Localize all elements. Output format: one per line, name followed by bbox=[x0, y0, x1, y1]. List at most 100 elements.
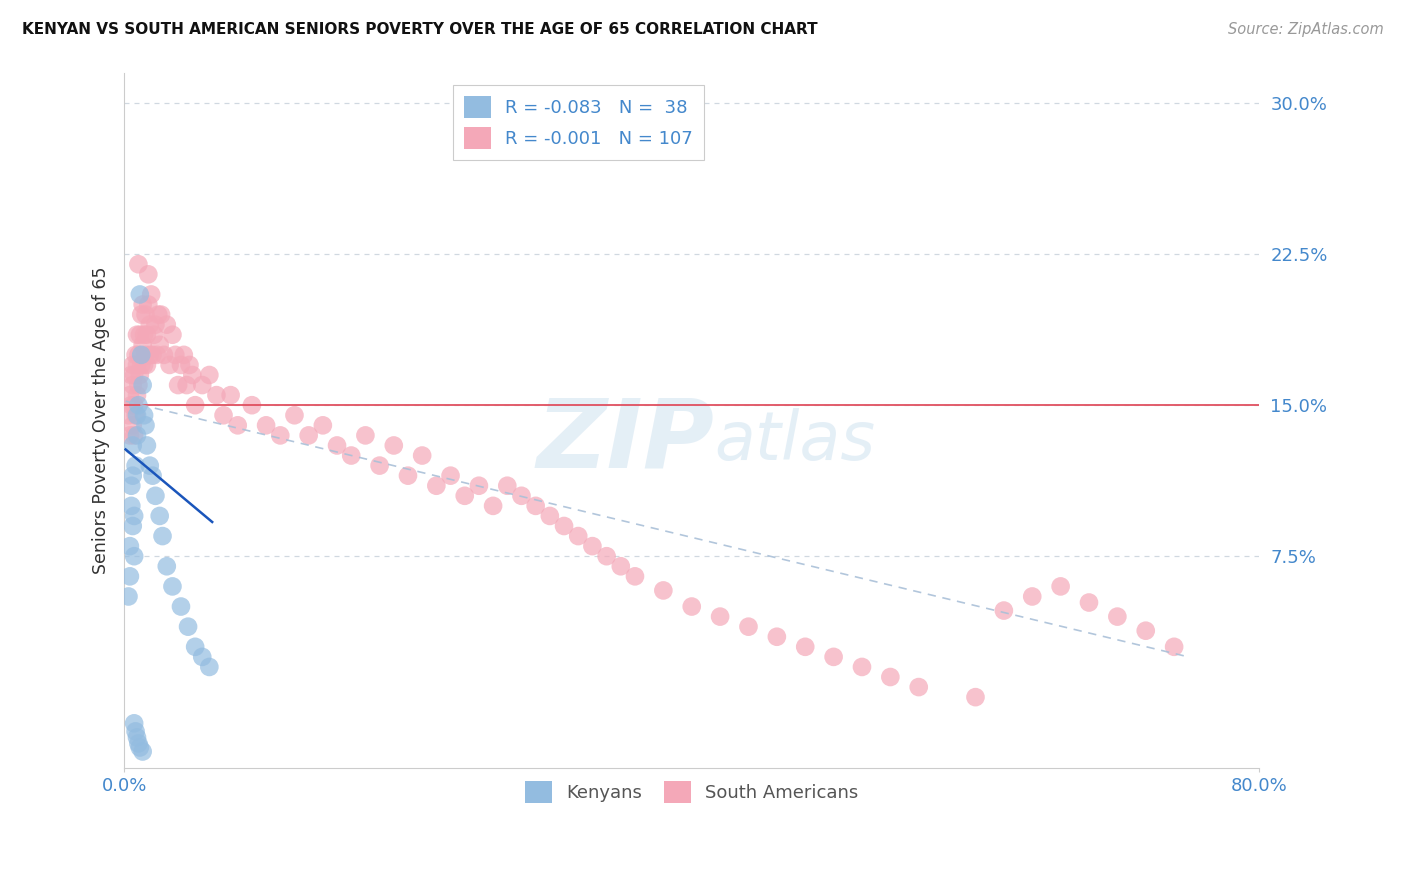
Point bbox=[131, 378, 153, 392]
Point bbox=[1049, 579, 1071, 593]
Point bbox=[240, 398, 263, 412]
Point bbox=[965, 690, 987, 705]
Point bbox=[425, 479, 447, 493]
Point bbox=[219, 388, 242, 402]
Point bbox=[149, 508, 172, 523]
Point bbox=[269, 428, 291, 442]
Point bbox=[121, 438, 143, 452]
Point bbox=[128, 287, 150, 301]
Point bbox=[127, 398, 149, 412]
Point bbox=[766, 630, 789, 644]
Point bbox=[184, 640, 207, 654]
Point bbox=[524, 499, 547, 513]
Point bbox=[128, 740, 150, 755]
Text: ZIP: ZIP bbox=[537, 394, 714, 488]
Point bbox=[139, 458, 162, 473]
Point bbox=[624, 569, 647, 583]
Point bbox=[124, 724, 146, 739]
Point bbox=[851, 660, 873, 674]
Point bbox=[138, 297, 160, 311]
Point bbox=[382, 438, 405, 452]
Point bbox=[198, 368, 221, 382]
Point bbox=[135, 327, 157, 342]
Point bbox=[581, 539, 603, 553]
Point bbox=[134, 308, 156, 322]
Point bbox=[681, 599, 703, 614]
Point bbox=[118, 388, 141, 402]
Point bbox=[125, 409, 148, 423]
Point bbox=[149, 338, 172, 352]
Point bbox=[129, 308, 152, 322]
Point bbox=[152, 529, 174, 543]
Point bbox=[179, 358, 201, 372]
Point bbox=[125, 327, 148, 342]
Text: Source: ZipAtlas.com: Source: ZipAtlas.com bbox=[1227, 22, 1384, 37]
Point bbox=[454, 489, 477, 503]
Point bbox=[482, 499, 505, 513]
Point bbox=[737, 620, 759, 634]
Point bbox=[254, 418, 277, 433]
Point bbox=[173, 348, 195, 362]
Point bbox=[127, 257, 149, 271]
Point bbox=[595, 549, 617, 564]
Point bbox=[823, 649, 845, 664]
Point bbox=[396, 468, 419, 483]
Point bbox=[411, 449, 433, 463]
Point bbox=[142, 348, 165, 362]
Point bbox=[132, 327, 155, 342]
Point bbox=[129, 348, 152, 362]
Point bbox=[510, 489, 533, 503]
Point bbox=[134, 418, 156, 433]
Point bbox=[125, 428, 148, 442]
Point bbox=[132, 358, 155, 372]
Point bbox=[120, 479, 142, 493]
Point bbox=[177, 620, 200, 634]
Point bbox=[156, 318, 179, 332]
Point bbox=[124, 458, 146, 473]
Point bbox=[198, 660, 221, 674]
Point bbox=[145, 489, 167, 503]
Point bbox=[128, 327, 150, 342]
Point bbox=[312, 418, 335, 433]
Point bbox=[139, 318, 162, 332]
Point bbox=[135, 438, 157, 452]
Point bbox=[134, 348, 156, 362]
Point bbox=[135, 358, 157, 372]
Point bbox=[117, 590, 139, 604]
Point bbox=[150, 308, 173, 322]
Point bbox=[538, 508, 561, 523]
Point bbox=[125, 388, 148, 402]
Point bbox=[610, 559, 633, 574]
Point bbox=[170, 599, 193, 614]
Point bbox=[122, 428, 145, 442]
Point bbox=[121, 378, 143, 392]
Point bbox=[567, 529, 589, 543]
Point bbox=[120, 398, 142, 412]
Point bbox=[156, 559, 179, 574]
Point bbox=[138, 268, 160, 282]
Point bbox=[439, 468, 461, 483]
Point bbox=[298, 428, 321, 442]
Point bbox=[879, 670, 901, 684]
Point bbox=[122, 368, 145, 382]
Point bbox=[159, 358, 181, 372]
Point bbox=[146, 348, 169, 362]
Point bbox=[205, 388, 228, 402]
Point bbox=[131, 297, 153, 311]
Point bbox=[993, 603, 1015, 617]
Text: KENYAN VS SOUTH AMERICAN SENIORS POVERTY OVER THE AGE OF 65 CORRELATION CHART: KENYAN VS SOUTH AMERICAN SENIORS POVERTY… bbox=[22, 22, 818, 37]
Point bbox=[283, 409, 305, 423]
Point bbox=[167, 378, 190, 392]
Point bbox=[124, 409, 146, 423]
Point bbox=[118, 569, 141, 583]
Point bbox=[162, 579, 184, 593]
Point bbox=[141, 287, 163, 301]
Legend: Kenyans, South Americans: Kenyans, South Americans bbox=[517, 774, 866, 811]
Point bbox=[142, 468, 165, 483]
Point bbox=[143, 327, 166, 342]
Point bbox=[1135, 624, 1157, 638]
Text: atlas: atlas bbox=[714, 409, 876, 475]
Point bbox=[340, 449, 363, 463]
Point bbox=[122, 508, 145, 523]
Point bbox=[120, 368, 142, 382]
